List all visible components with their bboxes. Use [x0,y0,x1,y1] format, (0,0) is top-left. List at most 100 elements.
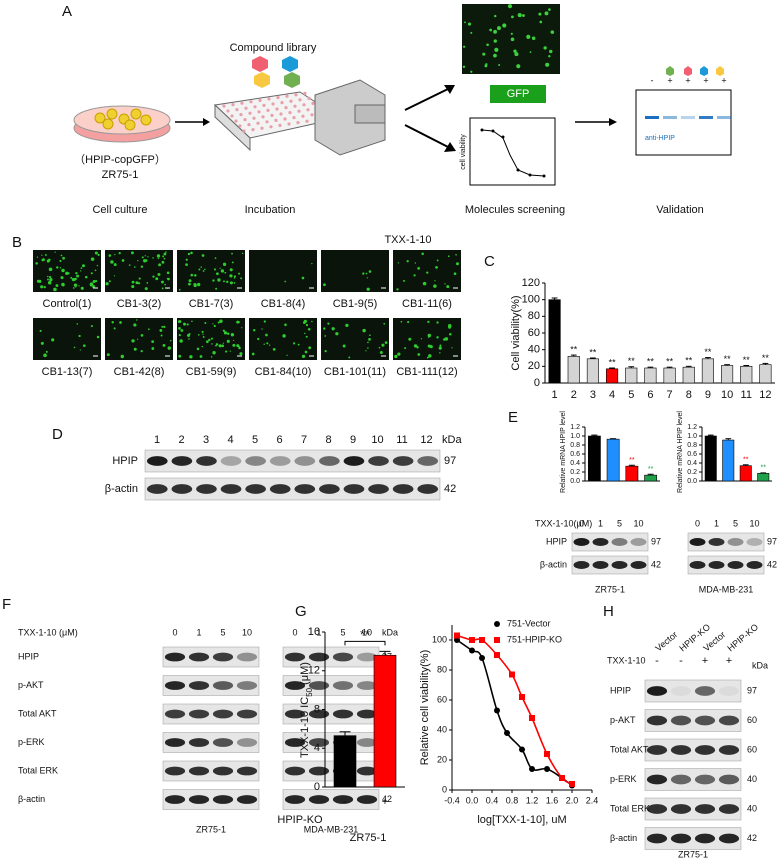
gfp-cell [137,259,139,262]
bar [548,299,561,384]
gfp-cell [335,332,339,336]
well [274,118,278,122]
blot-band [670,833,692,844]
bar [567,356,580,384]
gfp-cell [163,257,166,260]
fit-line [456,634,573,785]
gfp-cell [210,356,213,358]
gfp-cell [198,268,201,271]
gfp-cell [470,31,473,34]
gfp-cell [157,257,160,260]
dose: 10 [362,627,372,637]
blot-band [694,833,716,844]
y-axis-label: Relative mRNA HPIP level [560,411,567,493]
gfp-cell [368,337,371,341]
blot-band [646,833,668,844]
y-tick-label: 0.6 [570,451,580,458]
kda: 97 [767,536,777,546]
point [469,637,475,643]
gfp-cell [141,256,144,259]
gfp-cell [59,267,62,269]
y-axis-label: TXX-1-10 IC50 (μM) [299,662,314,758]
gfp-cell [201,330,204,334]
blot-band [718,833,740,844]
sign: + [726,655,732,667]
gfp-cell [133,266,136,268]
gfp-cell [308,346,312,350]
gfp-cell [439,344,442,347]
gfp-cell [38,279,42,283]
gfp-cell [221,344,225,348]
gfp-cell [222,342,224,344]
gfp-cell [61,268,65,273]
bar [740,366,753,384]
band [645,116,659,119]
well [249,100,253,104]
gfp-cell [79,349,81,351]
gfp-cell [436,336,439,339]
gfp-cell [305,335,308,338]
gfp-cell [439,352,441,354]
gfp-cell [365,350,367,352]
gfp-cell [81,264,85,268]
y-axis-label: Cell viability(%) [510,295,522,370]
fit-line [456,639,573,787]
gfp-cell [544,11,549,16]
gfp-cell [178,333,181,337]
gfp-cell [268,344,271,346]
gfp-cell [229,274,233,278]
gfp-cell [130,251,134,255]
well [226,109,230,113]
gfp-cell [229,268,233,272]
dose: 0 [292,627,297,637]
gfp-cell [232,339,235,342]
well [287,122,291,126]
gfp-cell [327,322,330,325]
bar [701,358,714,384]
gfp-cell [215,287,218,290]
gfp-cell [406,260,409,263]
bar [644,474,658,482]
gfp-cell [55,284,59,287]
lane-label: 1 [154,434,160,446]
gfp-cell [152,257,154,259]
gfp-cell [162,255,165,258]
gfp-cell [35,262,38,265]
kda: 42 [382,794,392,804]
sign: + [702,655,708,667]
gfp-cell [188,338,190,340]
panel-a: A （HPIP-copGFP） ZR75-1 Compound library … [62,3,732,186]
gfp-cell [167,277,170,281]
gfp-cell [128,264,131,266]
x-tick-label: 10 [721,389,733,401]
blot-band [630,538,647,546]
gfp-cell [90,325,93,328]
y-axis-label: Relative mRNA HPIP level [677,411,684,493]
gfp-cell [162,344,166,347]
blot-band [146,484,168,494]
gfp-cell [190,251,193,255]
well [234,119,238,123]
sign: - [679,655,683,667]
gfp-cell [205,340,209,344]
gfp-cell [45,350,48,353]
well [243,118,247,122]
gfp-cell [233,282,236,284]
gfp-cell [311,320,313,323]
gfp-cell [185,258,188,261]
gfp-cell [539,20,543,24]
y-tick-label: 1.2 [570,424,580,431]
blot-band [284,766,306,776]
row-label: p-AKT [18,680,44,690]
bar [625,367,638,384]
gfp-cell [89,282,94,286]
gfp-cell [413,344,418,348]
blot-band [212,652,234,662]
gfp-cell [323,283,326,287]
gfp-cell [369,334,371,337]
blot-membrane [162,732,260,753]
image-label: Control(1) [43,298,92,310]
blot-band [670,745,692,755]
well [284,106,288,110]
gfp-cell [189,355,193,359]
